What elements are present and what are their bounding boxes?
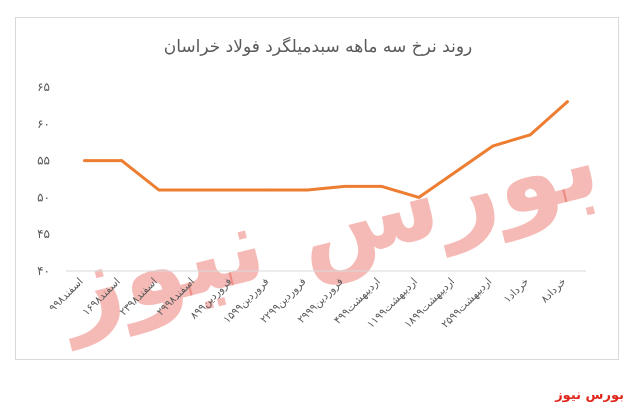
data-point xyxy=(157,188,161,192)
series-line xyxy=(83,100,569,199)
footer-brand: بورس نیوز xyxy=(555,388,624,403)
y-tick-label: ۴۰ xyxy=(37,264,50,278)
data-point xyxy=(268,188,272,192)
data-point xyxy=(306,188,309,192)
data-point xyxy=(491,144,495,148)
data-point xyxy=(417,196,421,199)
data-point xyxy=(380,185,384,188)
data-point xyxy=(454,170,458,174)
y-tick-label: ۵۰ xyxy=(37,190,50,204)
chart-title: روند نرخ سه ماهه سبدمیلگرد فولاد خراسان xyxy=(164,36,473,57)
data-point xyxy=(194,188,198,192)
y-tick-label: ۴۵ xyxy=(37,227,50,241)
y-tick-label: ۶۵ xyxy=(37,80,50,94)
data-point xyxy=(120,159,124,163)
data-point xyxy=(83,159,86,163)
data-point xyxy=(231,188,235,192)
y-tick-label: ۶۰ xyxy=(37,117,50,131)
x-tick-label: ۱خرداد xyxy=(502,276,532,306)
data-point xyxy=(566,100,569,104)
y-tick-label: ۵۵ xyxy=(37,154,50,168)
x-tick-label: ۸خرداد xyxy=(539,276,569,306)
data-point xyxy=(343,185,346,188)
data-point xyxy=(528,133,532,137)
